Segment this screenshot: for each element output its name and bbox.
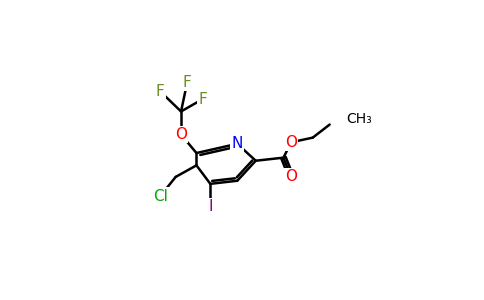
Text: F: F (198, 92, 207, 106)
Text: I: I (208, 200, 212, 214)
Text: O: O (285, 169, 297, 184)
Text: O: O (285, 135, 297, 150)
Text: N: N (231, 136, 243, 151)
Text: Cl: Cl (153, 189, 168, 204)
Text: CH₃: CH₃ (347, 112, 372, 126)
Text: O: O (175, 127, 187, 142)
Text: F: F (156, 84, 165, 99)
Text: F: F (183, 75, 192, 90)
